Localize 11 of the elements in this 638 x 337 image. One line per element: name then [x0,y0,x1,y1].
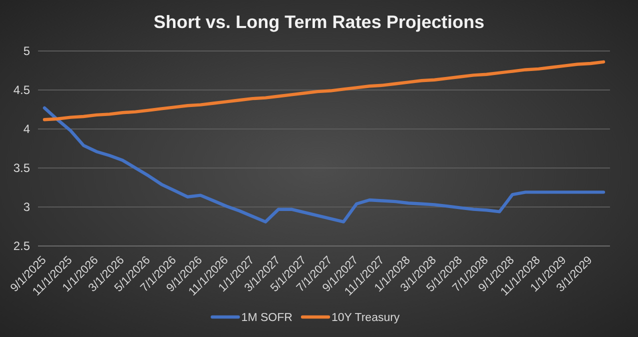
line-series [42,60,606,122]
line-series [42,106,606,224]
legend-label: 10Y Treasury [332,312,400,324]
y-tick-label: 4.5 [13,83,30,98]
legend-label: 1M SOFR [241,312,292,324]
y-tick-label: 5 [23,44,30,58]
chart-title: Short vs. Long Term Rates Projections [154,12,484,32]
y-tick-label: 2.5 [13,239,30,254]
y-tick-label: 3.5 [13,161,30,176]
y-tick-label: 3 [23,200,30,214]
y-tick-label: 4 [23,122,30,136]
